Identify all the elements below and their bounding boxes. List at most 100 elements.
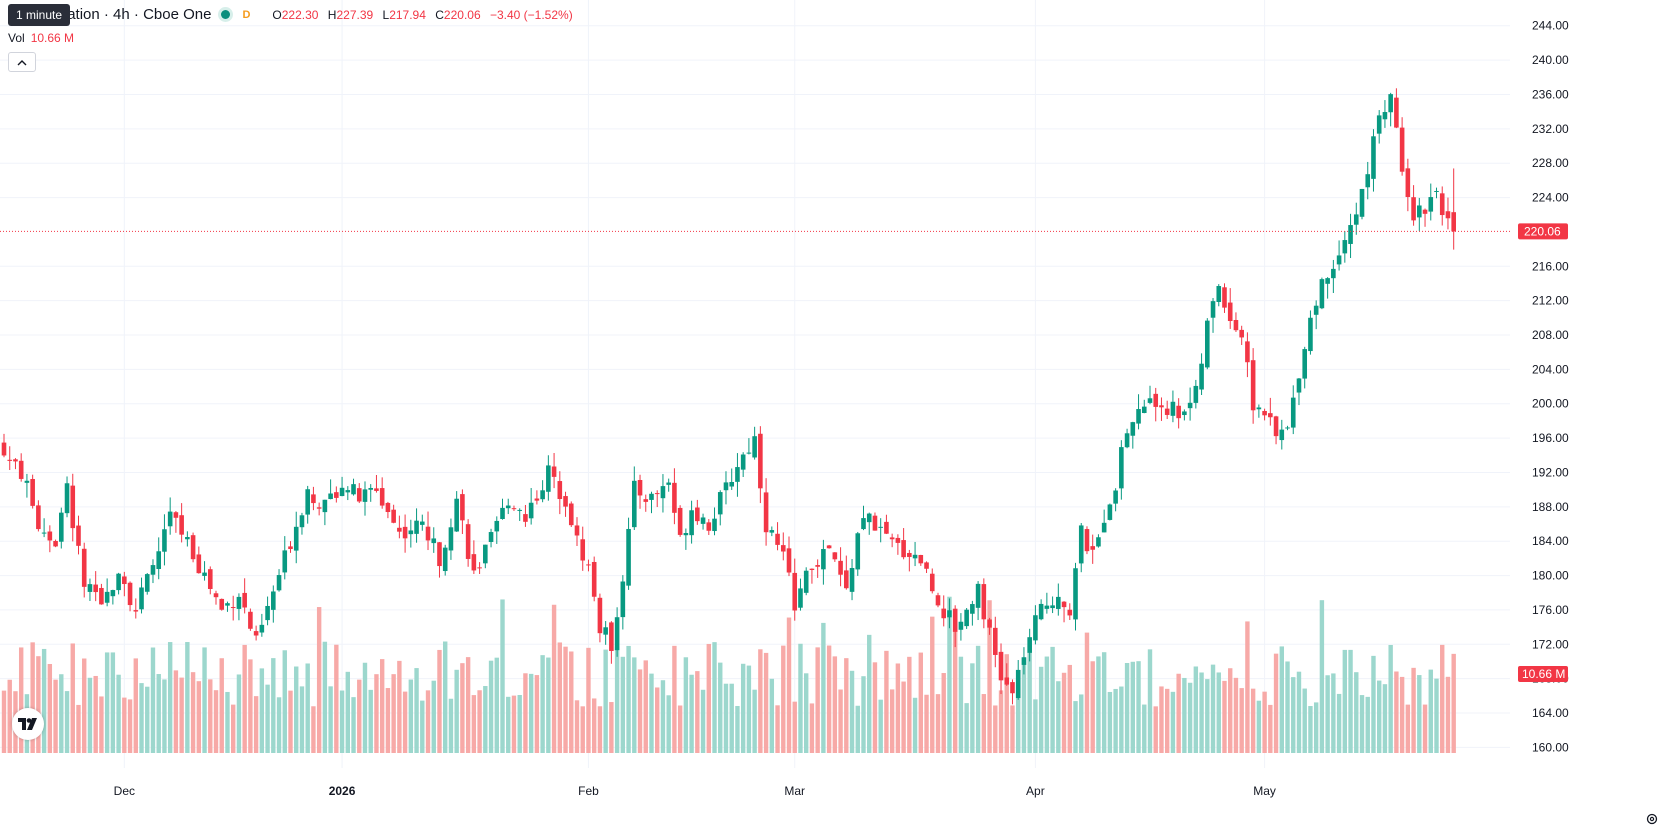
- volume-bar: [700, 689, 706, 753]
- volume-bar: [167, 642, 173, 753]
- candle-body: [1124, 433, 1130, 448]
- volume-bar: [425, 690, 431, 753]
- volume-bar: [196, 681, 202, 753]
- volume-bar: [1319, 600, 1325, 753]
- volume-bar: [190, 672, 196, 753]
- volume-bar: [511, 695, 517, 753]
- candle-body: [460, 494, 465, 521]
- candle-body: [36, 505, 41, 530]
- candle-body: [1084, 529, 1090, 552]
- candle-body: [1302, 349, 1308, 379]
- candle-body: [253, 631, 259, 636]
- volume-bar: [110, 652, 116, 753]
- candle-body: [826, 545, 832, 549]
- candle-body: [356, 488, 362, 502]
- volume-bar: [59, 674, 64, 753]
- settings-button[interactable]: [1645, 812, 1659, 829]
- candle-body: [213, 593, 219, 598]
- volume-bar: [763, 652, 769, 753]
- candle-body: [838, 560, 843, 575]
- price-tick-label: 196.00: [1532, 431, 1569, 445]
- volume-bar: [1405, 704, 1411, 753]
- volume-bar: [620, 656, 626, 753]
- candle-body: [792, 572, 798, 611]
- volume-bar: [792, 701, 797, 753]
- candle-body: [637, 479, 643, 496]
- volume-bar: [1331, 673, 1336, 753]
- volume-bar: [1096, 656, 1101, 753]
- volume-bar: [924, 694, 929, 753]
- collapse-legend-button[interactable]: [8, 52, 36, 72]
- candle-body: [981, 584, 987, 620]
- candle-body: [1376, 115, 1382, 134]
- volume-bar: [1279, 646, 1284, 753]
- price-tick-label: 188.00: [1532, 500, 1569, 514]
- volume-bar: [1296, 671, 1302, 753]
- candle-body: [849, 568, 855, 592]
- volume-bar: [993, 705, 998, 753]
- candle-body: [1078, 525, 1084, 564]
- volume-bar: [1313, 702, 1319, 753]
- volume-bar: [448, 698, 454, 753]
- volume-bar: [901, 681, 906, 753]
- candle-body: [1319, 279, 1325, 309]
- volume-bar: [1016, 692, 1021, 753]
- time-tick-label: Feb: [578, 784, 599, 798]
- candle-body: [517, 509, 522, 511]
- candle-body: [689, 510, 694, 536]
- candle-body: [1222, 287, 1227, 308]
- volume-bar: [1325, 675, 1330, 753]
- candle-body: [225, 603, 230, 606]
- candle-body: [1113, 490, 1118, 504]
- candle-body: [248, 611, 253, 629]
- candle-body: [122, 576, 127, 585]
- volume-bar: [460, 663, 465, 753]
- volume-bar: [1291, 677, 1296, 753]
- candle-body: [465, 524, 471, 559]
- candle-body: [311, 494, 316, 504]
- candle-body: [895, 537, 901, 543]
- candle-body: [878, 526, 883, 528]
- volume-bar: [345, 671, 350, 753]
- candle-body: [912, 554, 918, 559]
- candle-body: [1422, 209, 1428, 214]
- volume-bar: [786, 617, 792, 753]
- volume-bar: [454, 669, 459, 753]
- candle-body: [803, 570, 809, 593]
- volume-bar: [116, 674, 121, 753]
- volume-bar: [208, 679, 213, 753]
- candle-body: [987, 619, 992, 628]
- market-open-dot-icon: [221, 10, 231, 19]
- candle-body: [844, 570, 849, 589]
- volume-bar: [809, 703, 815, 753]
- candle-body: [448, 527, 454, 551]
- candle-body: [947, 610, 952, 618]
- volume-bar: [534, 675, 540, 753]
- price-tick-label: 180.00: [1532, 569, 1569, 583]
- candle-body: [345, 490, 351, 493]
- candle-body: [70, 485, 76, 529]
- volume-bar: [1130, 661, 1136, 753]
- candle-body: [649, 493, 654, 500]
- candle-body: [780, 545, 786, 552]
- candle-body: [196, 554, 202, 574]
- candle-body: [76, 525, 81, 546]
- volume-bar: [1302, 688, 1307, 753]
- candle-body: [523, 514, 528, 522]
- candle-body: [660, 486, 666, 499]
- candle-body: [1004, 677, 1010, 685]
- candle-body: [150, 565, 156, 575]
- market-status[interactable]: D: [221, 9, 250, 21]
- candle-body: [442, 547, 448, 572]
- tradingview-logo[interactable]: [12, 708, 44, 740]
- candle-body: [1210, 301, 1216, 318]
- candle-body: [1285, 427, 1290, 429]
- volume-bar: [930, 616, 935, 753]
- volume-bar: [494, 657, 499, 753]
- volume-bar: [804, 673, 809, 753]
- volume-bar: [752, 689, 757, 753]
- candle-body: [1170, 401, 1176, 416]
- candle-body: [1417, 205, 1422, 218]
- candle-body: [13, 459, 18, 462]
